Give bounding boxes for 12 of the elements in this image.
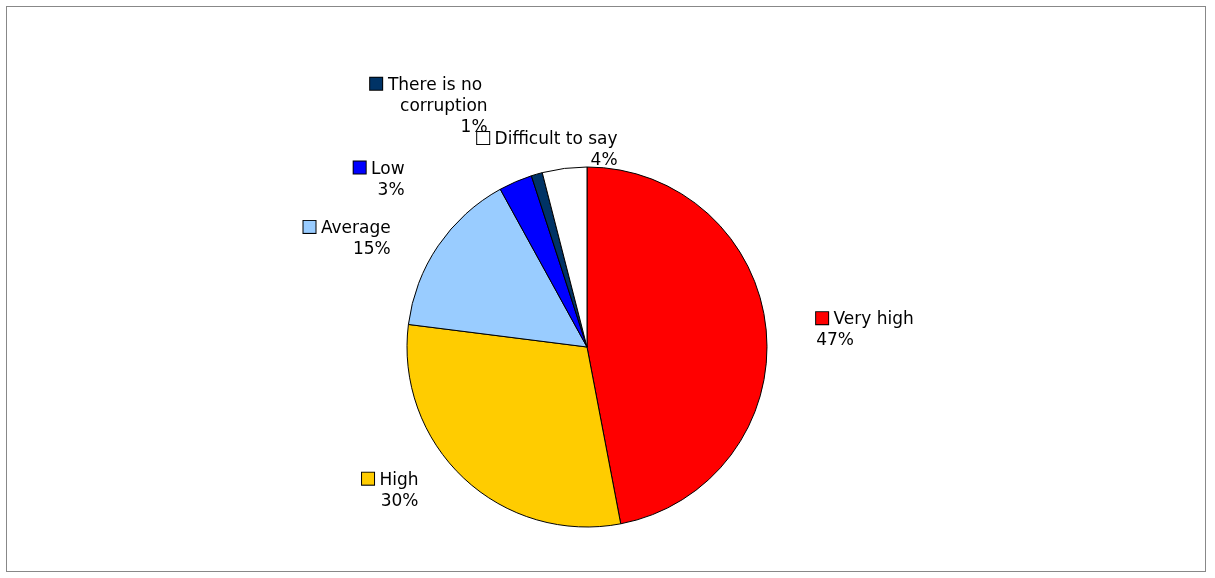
legend-label: Difficult to say	[489, 128, 618, 149]
data-label: 30%	[380, 489, 419, 510]
data-label: 47%	[816, 329, 854, 350]
data-label: 15%	[352, 237, 391, 258]
data-label: 3%	[377, 178, 405, 199]
data-label: 1%	[460, 115, 488, 136]
legend-label: High	[374, 468, 419, 489]
legend-label: Very high	[828, 308, 914, 329]
legend-label: There is no corruption	[382, 73, 488, 115]
legend-label: Low	[365, 157, 405, 178]
legend-label: Average	[315, 216, 391, 237]
data-label: 4%	[590, 149, 618, 170]
